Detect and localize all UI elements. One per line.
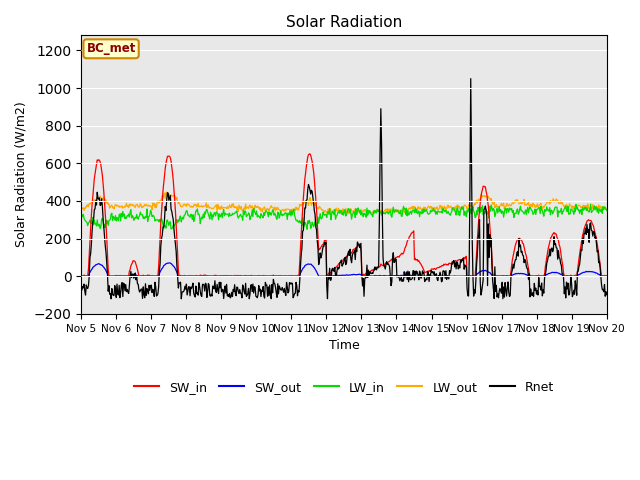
SW_out [603, 273, 611, 279]
SW_in [141, 273, 148, 278]
LW_out [409, 207, 417, 213]
LW_out [195, 204, 203, 210]
SW_in [87, 224, 95, 230]
LW_out [163, 189, 170, 195]
Rnet [408, 276, 416, 281]
Rnet [603, 292, 611, 298]
LW_in [603, 208, 611, 214]
LW_in [222, 211, 230, 217]
LW_in [87, 219, 95, 225]
SW_in [424, 269, 431, 275]
LW_in [195, 212, 202, 217]
Rnet [141, 281, 149, 287]
LW_in [77, 214, 85, 220]
Rnet [424, 269, 431, 275]
SW_in [408, 230, 416, 236]
LW_in [587, 201, 595, 207]
LW_in [424, 211, 431, 216]
Rnet [108, 296, 115, 301]
SW_out [424, 273, 431, 279]
SW_in [306, 151, 314, 157]
SW_out [87, 268, 95, 274]
Title: Solar Radiation: Solar Radiation [286, 15, 402, 30]
LW_in [408, 208, 416, 214]
Y-axis label: Solar Radiation (W/m2): Solar Radiation (W/m2) [15, 102, 28, 248]
Rnet [223, 281, 230, 287]
SW_out [166, 260, 173, 266]
Rnet [467, 76, 475, 82]
SW_in [195, 273, 202, 279]
LW_out [77, 205, 85, 211]
LW_out [223, 205, 230, 211]
LW_in [303, 227, 311, 232]
SW_out [195, 273, 203, 279]
Line: LW_out: LW_out [81, 192, 607, 214]
Line: LW_in: LW_in [81, 204, 607, 229]
LW_out [141, 202, 148, 207]
Text: BC_met: BC_met [86, 42, 136, 55]
SW_in [222, 273, 230, 278]
SW_out [141, 273, 148, 279]
Legend: SW_in, SW_out, LW_in, LW_out, Rnet: SW_in, SW_out, LW_in, LW_out, Rnet [129, 376, 559, 399]
SW_out [77, 273, 85, 279]
Line: Rnet: Rnet [81, 79, 607, 299]
Rnet [195, 280, 203, 286]
Line: SW_out: SW_out [81, 263, 607, 276]
LW_in [141, 216, 148, 221]
SW_in [77, 273, 85, 279]
Line: SW_in: SW_in [81, 154, 607, 276]
LW_out [603, 206, 611, 212]
X-axis label: Time: Time [328, 339, 359, 352]
LW_out [424, 203, 432, 209]
Rnet [87, 251, 95, 256]
Rnet [77, 288, 85, 293]
SW_out [223, 273, 230, 279]
SW_in [603, 273, 611, 278]
LW_out [87, 200, 95, 205]
LW_out [363, 211, 371, 217]
SW_out [408, 273, 416, 278]
